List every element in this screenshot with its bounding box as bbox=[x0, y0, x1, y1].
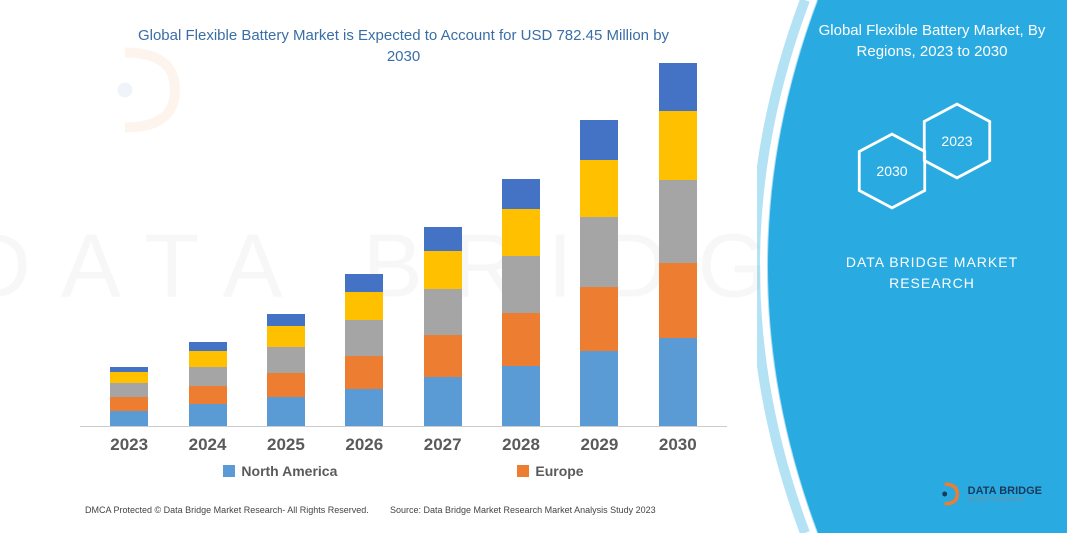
brand-text: DATA BRIDGE MARKET RESEARCH bbox=[817, 252, 1047, 294]
chart-area bbox=[80, 97, 727, 427]
bar-segment bbox=[580, 120, 618, 160]
bar-segment bbox=[267, 347, 305, 373]
bar-group bbox=[337, 274, 392, 426]
bar-segment bbox=[110, 411, 148, 426]
bar-segment bbox=[345, 292, 383, 321]
bar-segment bbox=[502, 366, 540, 427]
x-axis-label: 2025 bbox=[258, 435, 313, 455]
bar-segment bbox=[110, 397, 148, 410]
bar-segment bbox=[110, 383, 148, 397]
legend-label: North America bbox=[241, 463, 337, 479]
right-panel: Global Flexible Battery Market, By Regio… bbox=[757, 0, 1067, 533]
hexagon-2023: 2023 bbox=[922, 102, 992, 180]
legend-item: Europe bbox=[517, 463, 583, 479]
bar-segment bbox=[267, 314, 305, 326]
stacked-bar bbox=[189, 342, 227, 426]
brand-logo-main: DATA BRIDGE bbox=[968, 486, 1042, 497]
bar-group bbox=[102, 367, 157, 426]
stacked-bar bbox=[345, 274, 383, 426]
footer-copyright: DMCA Protected © Data Bridge Market Rese… bbox=[85, 505, 369, 515]
bar-segment bbox=[580, 351, 618, 426]
x-axis-label: 2028 bbox=[494, 435, 549, 455]
brand-logo-sub: MARKET RESEARCH bbox=[968, 497, 1042, 503]
bar-group bbox=[572, 120, 627, 426]
bar-segment bbox=[267, 373, 305, 397]
bar-segment bbox=[580, 217, 618, 287]
bar-segment bbox=[502, 179, 540, 210]
bar-group bbox=[415, 227, 470, 426]
x-axis-label: 2030 bbox=[650, 435, 705, 455]
bar-segment bbox=[345, 274, 383, 292]
bar-segment bbox=[189, 367, 227, 387]
brand-line2: RESEARCH bbox=[889, 275, 975, 291]
bar-segment bbox=[580, 287, 618, 351]
stacked-bar bbox=[659, 63, 697, 426]
bar-segment bbox=[502, 313, 540, 366]
x-axis-label: 2026 bbox=[337, 435, 392, 455]
bar-segment bbox=[659, 263, 697, 338]
main-container: Global Flexible Battery Market is Expect… bbox=[0, 0, 1067, 533]
stacked-bar bbox=[267, 314, 305, 426]
x-axis-label: 2023 bbox=[102, 435, 157, 455]
bar-segment bbox=[189, 386, 227, 404]
brand-line1: DATA BRIDGE MARKET bbox=[846, 254, 1018, 270]
x-axis-label: 2027 bbox=[415, 435, 470, 455]
footer-source: Source: Data Bridge Market Research Mark… bbox=[390, 505, 656, 515]
hexagon-group: 2030 2023 bbox=[817, 102, 1047, 222]
bar-segment bbox=[424, 289, 462, 335]
bar-segment bbox=[345, 356, 383, 389]
bar-segment bbox=[424, 377, 462, 427]
bar-segment bbox=[424, 335, 462, 377]
bar-segment bbox=[502, 256, 540, 313]
x-axis-labels: 2023 2024 2025 2026 2027 2028 2029 2030 bbox=[80, 427, 727, 455]
bar-group bbox=[650, 63, 705, 426]
brand-logo: DATA BRIDGE MARKET RESEARCH bbox=[939, 480, 1042, 508]
legend-swatch bbox=[223, 465, 235, 477]
stacked-bar bbox=[502, 179, 540, 426]
hex-label-2030: 2030 bbox=[876, 163, 907, 179]
stacked-bar bbox=[110, 367, 148, 426]
bar-group bbox=[180, 342, 235, 426]
chart-title: Global Flexible Battery Market is Expect… bbox=[80, 25, 727, 67]
bar-segment bbox=[659, 111, 697, 179]
legend-item: North America bbox=[223, 463, 337, 479]
hexagon-2030: 2030 bbox=[857, 132, 927, 210]
right-panel-title: Global Flexible Battery Market, By Regio… bbox=[817, 20, 1047, 62]
hex-label-2023: 2023 bbox=[941, 133, 972, 149]
stacked-bar bbox=[580, 120, 618, 426]
bar-group bbox=[494, 179, 549, 426]
bar-segment bbox=[502, 209, 540, 255]
bar-group bbox=[258, 314, 313, 426]
bar-segment bbox=[267, 326, 305, 347]
bar-segment bbox=[424, 227, 462, 251]
bar-segment bbox=[424, 251, 462, 288]
bar-segment bbox=[189, 342, 227, 351]
bar-segment bbox=[345, 320, 383, 355]
bar-segment bbox=[189, 351, 227, 366]
bar-segment bbox=[189, 404, 227, 426]
legend-label: Europe bbox=[535, 463, 583, 479]
bar-segment bbox=[659, 180, 697, 264]
x-axis-label: 2029 bbox=[572, 435, 627, 455]
legend-swatch bbox=[517, 465, 529, 477]
brand-logo-icon bbox=[939, 480, 963, 508]
stacked-bar bbox=[424, 227, 462, 426]
x-axis-label: 2024 bbox=[180, 435, 235, 455]
bar-segment bbox=[659, 338, 697, 426]
chart-section: Global Flexible Battery Market is Expect… bbox=[0, 0, 757, 533]
right-panel-content: Global Flexible Battery Market, By Regio… bbox=[757, 0, 1067, 294]
bar-segment bbox=[580, 160, 618, 217]
chart-legend: North America Europe bbox=[80, 463, 727, 479]
bar-segment bbox=[267, 397, 305, 426]
bar-segment bbox=[110, 372, 148, 383]
bar-segment bbox=[659, 63, 697, 111]
brand-logo-text-group: DATA BRIDGE MARKET RESEARCH bbox=[968, 486, 1042, 503]
bar-segment bbox=[345, 389, 383, 426]
